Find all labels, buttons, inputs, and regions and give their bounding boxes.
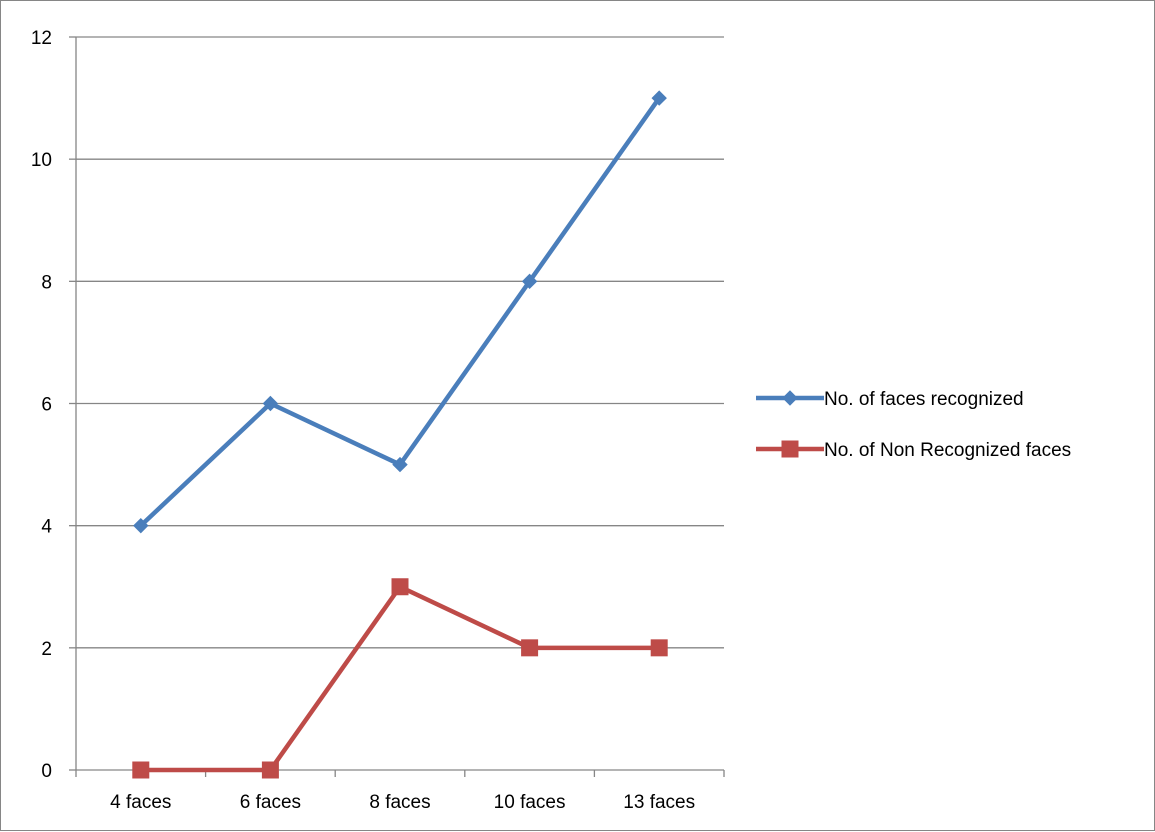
x-tick-label: 13 faces <box>623 792 695 813</box>
y-tick-label: 4 <box>41 517 52 538</box>
series-2-point <box>650 639 668 657</box>
x-tick-label: 10 faces <box>494 792 566 813</box>
y-tick-label: 6 <box>41 395 52 416</box>
series-markers <box>132 90 668 779</box>
series-2-point <box>132 761 150 779</box>
y-tick-label: 0 <box>41 761 52 782</box>
axes: 0 2 4 6 8 10 12 4 faces 6 faces 8 faces 10 faces 13… <box>31 28 725 813</box>
series-line-2 <box>138 584 662 773</box>
series-2-point <box>391 578 409 596</box>
y-tick-label: 2 <box>41 639 52 660</box>
series-2-point <box>521 639 539 657</box>
series-1-point <box>392 456 408 473</box>
y-tick-label: 12 <box>31 28 52 49</box>
series-1-point <box>133 517 149 534</box>
legend-marker-1 <box>782 390 798 406</box>
x-tick-label: 8 faces <box>369 792 430 813</box>
series-1-point <box>651 90 667 106</box>
series-1-point <box>262 395 279 412</box>
y-tick-label: 10 <box>31 150 52 171</box>
x-tick-label: 6 faces <box>240 792 301 813</box>
series-2-point <box>261 761 279 779</box>
legend-label-2: No. of Non Recognized faces <box>824 440 1071 461</box>
x-tick-label: 4 faces <box>110 792 171 813</box>
y-tick-label: 8 <box>41 272 52 293</box>
legend-marker-2 <box>781 440 799 458</box>
series-lines <box>138 95 662 773</box>
series-1-point <box>521 273 538 290</box>
legend-label-1: No. of faces recognized <box>824 389 1024 410</box>
gridlines <box>76 36 724 649</box>
legend: No. of faces recognized No. of Non Recogn… <box>756 389 1071 461</box>
